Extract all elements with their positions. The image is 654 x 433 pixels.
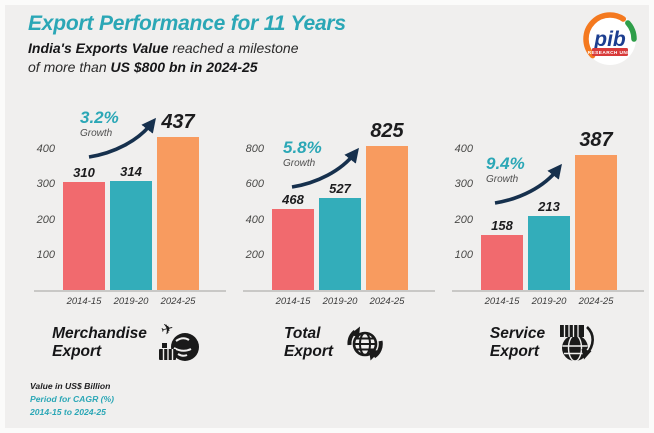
growth-annotation: 5.8% Growth [283,139,383,195]
growth-label: Growth [283,158,316,169]
y-axis-tick-label: 400 [245,213,264,226]
y-axis-tick-label: 600 [245,178,264,191]
total-export-icon [347,326,383,361]
growth-arrow-icon [494,163,562,205]
y-axis-tick-label: 200 [454,213,473,226]
x-axis-label: 2019-20 [322,296,358,307]
bars-group: 310 314 437 [63,111,199,291]
cagr-period-note: Period for CAGR (%) [30,394,115,405]
cagr-range-note: 2014-15 to 2024-25 [30,407,106,418]
bar-service-export-2019-20: 213 [528,199,570,291]
y-axis-tick-label: 100 [454,248,473,261]
y-axis-tick-label: 200 [245,248,264,261]
chart-title-line: Service [489,324,546,342]
plot-service-export: 9.4% Growth 158 213 387 100 200 300 400 [446,99,644,292]
chart-title-line: Export [283,343,334,360]
bar-value-label: 468 [282,191,304,207]
merchandise-export-icon: ✈ [158,320,199,361]
x-axis-label: 2019-20 [531,296,567,307]
bars-group: 468 527 825 [272,120,408,291]
chart-panel-service-export: 9.4% Growth 158 213 387 100 200 300 400 2014-… [446,99,644,366]
y-axis-tick-label: 300 [454,178,473,191]
service-export-icon [560,324,596,362]
pib-research-unit-logo: pib RESEARCH UNIT [579,7,641,76]
growth-label: Growth [486,174,519,185]
bar-total-export-2024-25: 825 [366,120,408,291]
chart-title-line: Total [283,324,321,342]
charts-row: 3.2% Growth 310 314 437 100 200 300 400 2014-… [5,99,649,366]
chart-title-line: Export [489,343,539,360]
x-axis-line [452,290,644,292]
x-axis-label: 2014-15 [275,296,311,307]
chart-panel-merchandise-export: 3.2% Growth 310 314 437 100 200 300 400 2014-… [28,99,226,366]
page-title: Export Performance for 11 Years [28,12,346,35]
bar-value-label: 825 [370,119,404,142]
y-axis-tick-label: 200 [36,213,55,226]
bar-value-label: 213 [538,199,560,214]
subtitle-line-1: India's Exports Value reached a mileston… [28,40,299,56]
growth-percentage: 5.8% [283,138,322,157]
x-axis-labels: 2014-15 2019-20 2024-25 [481,296,644,307]
bar-value-label: 158 [491,218,513,234]
svg-text:RESEARCH UNIT: RESEARCH UNIT [588,50,633,56]
chart-title: Total Export [284,325,333,362]
value-unit-note: Value in US$ Billion [30,381,111,392]
x-axis-labels: 2014-15 2019-20 2024-25 [272,296,435,307]
chart-title: Service Export [490,325,545,362]
bar-service-export-2014-15: 158 [481,218,523,291]
chart-title-line: Merchandise [52,324,147,342]
y-axis-tick-label: 100 [36,248,55,261]
plot-merchandise-export: 3.2% Growth 310 314 437 100 200 300 400 [28,99,226,292]
svg-text:✈: ✈ [159,320,175,339]
chart-caption: Total Export [237,320,435,366]
chart-panel-total-export: 5.8% Growth 468 527 825 200 400 600 800 2014-… [237,99,435,366]
x-axis-label: 2019-20 [113,296,149,307]
bar-merchandise-export-2024-25: 437 [157,111,199,291]
growth-annotation: 3.2% Growth [80,109,180,165]
chart-title: Merchandise Export [52,325,147,362]
x-axis-label: 2024-25 [578,296,614,307]
subtitle-line-2: of more than US $800 bn in 2024-25 [28,58,258,75]
x-axis-label: 2024-25 [160,296,196,307]
footer-notes: Value in US$ Billion Period for CAGR (%)… [30,380,114,419]
plot-total-export: 5.8% Growth 468 527 825 200 400 600 800 [237,99,435,292]
x-axis-label: 2014-15 [484,296,520,307]
y-axis-tick-label: 800 [245,143,264,156]
x-axis-label: 2014-15 [66,296,102,307]
bar-merchandise-export-2014-15: 310 [63,165,105,291]
bar-total-export-2014-15: 468 [272,192,314,291]
bar-service-export-2024-25: 387 [575,129,617,291]
x-axis-labels: 2014-15 2019-20 2024-25 [63,296,226,307]
growth-percentage: 3.2% [80,108,119,127]
bar-value-label: 387 [579,128,613,151]
bars-group: 158 213 387 [481,129,617,291]
bar-merchandise-export-2019-20: 314 [110,164,152,291]
header: Export Performance for 11 Years India's … [5,5,649,99]
growth-annotation: 9.4% Growth [486,155,586,211]
growth-arrow-icon [88,117,156,159]
y-axis-tick-label: 400 [454,143,473,156]
growth-label: Growth [80,128,113,139]
bar-value-label: 314 [120,163,142,179]
x-axis-line [243,290,435,292]
bar-total-export-2019-20: 527 [319,181,361,291]
y-axis-tick-label: 300 [36,178,55,191]
bar-value-label: 310 [73,164,95,180]
bar-value-label: 527 [329,181,351,197]
x-axis-line [34,290,226,292]
svg-text:pib: pib [593,28,626,51]
subtitle: India's Exports Value reached a mileston… [28,39,299,77]
chart-title-line: Export [52,343,102,360]
x-axis-label: 2024-25 [369,296,405,307]
growth-arrow-icon [291,147,359,189]
growth-percentage: 9.4% [486,154,525,173]
bar-value-label: 437 [161,111,195,134]
chart-caption: Merchandise Export ✈ [28,320,226,366]
pib-logo-icon: pib RESEARCH UNIT [583,12,637,66]
y-axis-tick-label: 400 [36,143,55,156]
chart-caption: Service Export [446,320,644,366]
